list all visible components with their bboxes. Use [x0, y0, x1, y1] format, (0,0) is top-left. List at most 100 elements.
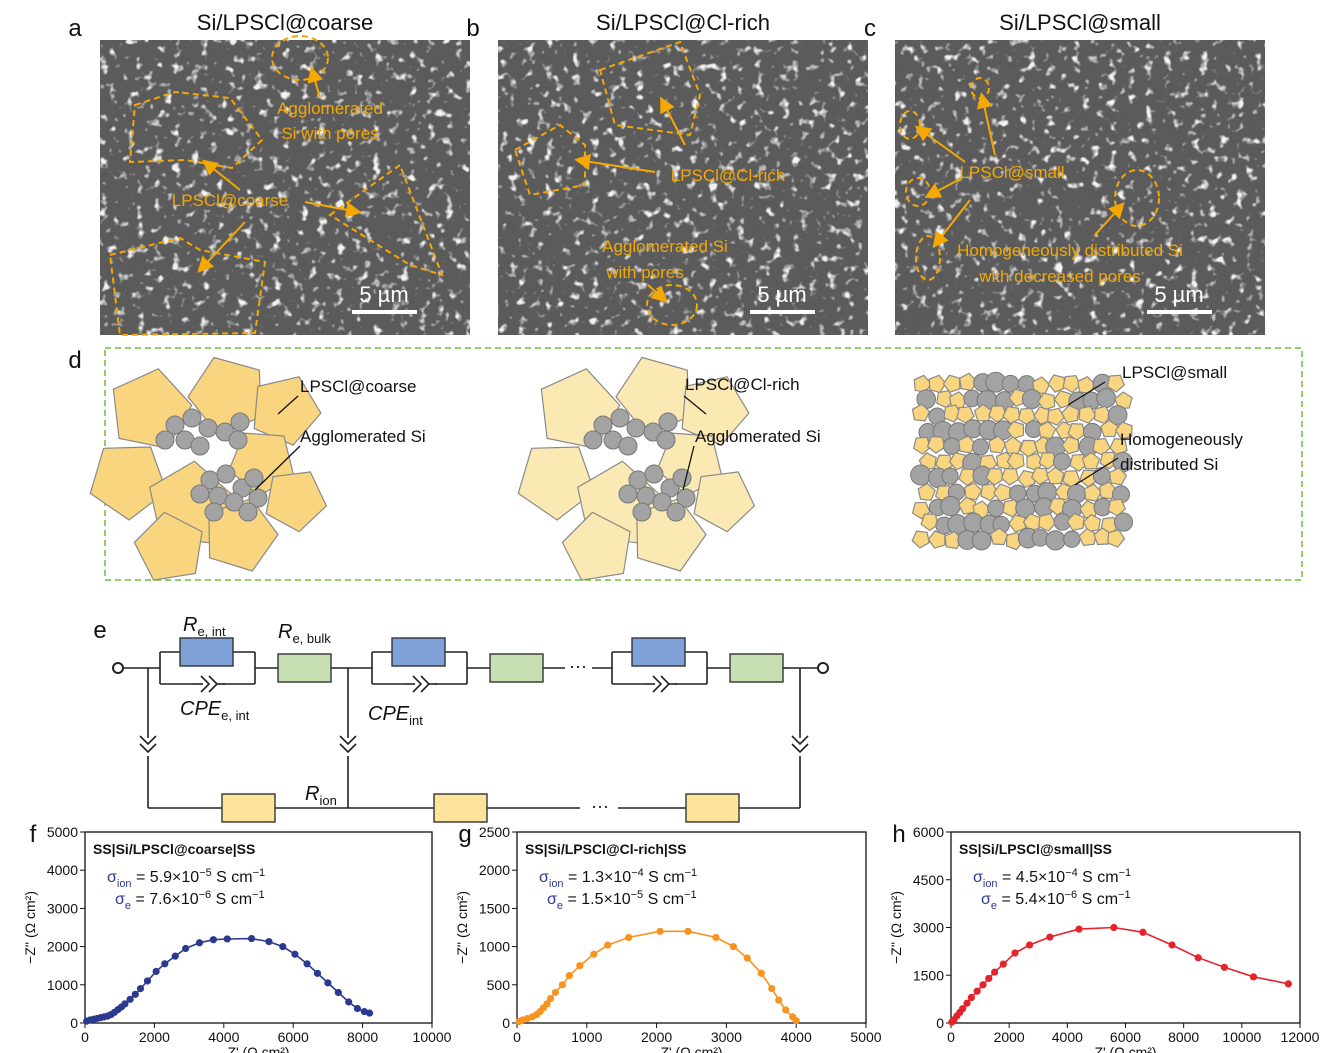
data-line [952, 928, 1289, 1023]
sem-texture [100, 40, 470, 335]
data-point [132, 991, 139, 998]
x-axis-label: Z' (Ω cm²) [1094, 1044, 1156, 1053]
data-point [144, 977, 151, 984]
data-point [656, 928, 663, 935]
wire [209, 676, 217, 692]
superscript: −4 [1065, 867, 1078, 879]
text-part: σ [107, 869, 117, 886]
text-part: = 1.3×10 [564, 869, 632, 886]
x-tick-label: 10000 [1222, 1029, 1261, 1045]
panel-title: Si/LPSCl@coarse [197, 10, 373, 35]
particle [1078, 377, 1095, 394]
si-particle [944, 438, 960, 454]
particle [912, 531, 929, 548]
particle [928, 437, 945, 454]
si-particle [1046, 531, 1065, 550]
circuit-element [278, 654, 331, 682]
x-tick-label: 3000 [711, 1029, 742, 1045]
circuit-label: CPEint [368, 703, 423, 728]
particle [266, 472, 326, 532]
si-particle [1022, 390, 1041, 409]
sem-texture [895, 40, 1265, 335]
annotation: σion = 1.3×10−4 S cm−1 [539, 867, 697, 890]
data-point [963, 1000, 970, 1007]
x-tick-label: 12000 [1281, 1029, 1320, 1045]
subscript: e, int [221, 708, 250, 723]
panel-title: Si/LPSCl@Cl-rich [596, 10, 770, 35]
x-tick-label: 4000 [781, 1029, 812, 1045]
x-tick-label: 0 [513, 1029, 521, 1045]
subscript: ion [983, 878, 998, 890]
panel-label: c [864, 15, 876, 42]
annotation: σe = 1.5×10−5 S cm−1 [547, 889, 697, 912]
data-point [335, 989, 342, 996]
text-part: σ [973, 869, 983, 886]
annotation: with pores [605, 263, 683, 282]
annotation: σe = 5.4×10−6 S cm−1 [981, 889, 1131, 912]
particle [1048, 375, 1065, 392]
data-point [279, 943, 286, 950]
data-point [979, 981, 986, 988]
si-particle [942, 468, 958, 484]
circuit-element [434, 794, 487, 822]
data-point [196, 939, 203, 946]
y-tick-label: 0 [70, 1015, 78, 1031]
x-tick-label: 10000 [413, 1029, 452, 1045]
si-particle [611, 409, 629, 427]
y-tick-label: 4000 [47, 862, 78, 878]
text-part: S cm [643, 891, 684, 908]
data-point [1110, 924, 1117, 931]
particle [1002, 469, 1019, 486]
terminal [113, 663, 123, 673]
panel-label: g [458, 821, 471, 848]
schematic-label: Homogeneously [1120, 430, 1243, 449]
data-point [172, 953, 179, 960]
si-particle [659, 413, 677, 431]
particle [929, 531, 945, 548]
data-point [775, 996, 782, 1003]
data-point [991, 968, 998, 975]
symbol: R [305, 783, 319, 805]
data-point [137, 985, 144, 992]
text-part: σ [981, 891, 991, 908]
data-point [366, 1009, 373, 1016]
superscript: −1 [684, 889, 697, 901]
circuit-element [222, 794, 275, 822]
particle [1108, 530, 1125, 547]
plot-frame [951, 832, 1300, 1023]
figure: aSi/LPSCl@coarseAgglomeratedSi with pore… [0, 0, 1322, 1053]
x-tick-label: 6000 [278, 1029, 309, 1045]
si-particle [1114, 513, 1132, 531]
plot-frame [517, 832, 866, 1023]
data-point [161, 960, 168, 967]
text-part: = 1.5×10 [563, 891, 631, 908]
schematic-label: Agglomerated Si [300, 427, 426, 446]
circuit-element [730, 654, 783, 682]
data-point [625, 934, 632, 941]
data-point [712, 934, 719, 941]
si-particle [1064, 531, 1080, 547]
annotation: Si with pores [281, 124, 378, 143]
schematic-label: LPSCl@small [1122, 363, 1227, 382]
y-tick-label: 1000 [47, 977, 78, 993]
text-part: = 5.9×10 [132, 869, 200, 886]
y-tick-label: 0 [936, 1015, 944, 1031]
si-particle [657, 431, 675, 449]
y-tick-label: 2000 [47, 939, 78, 955]
schematic-label: LPSCl@coarse [300, 377, 416, 396]
data-point [1026, 941, 1033, 948]
data-point [684, 928, 691, 935]
x-tick-label: 6000 [1110, 1029, 1141, 1045]
wire [792, 744, 808, 752]
annotation: with decreased pores [978, 267, 1141, 286]
data-point [303, 960, 310, 967]
data-point [547, 995, 554, 1002]
y-tick-label: 500 [487, 977, 511, 993]
text-part: σ [539, 869, 549, 886]
si-particle [627, 419, 645, 437]
si-particle [988, 500, 1004, 516]
data-point [590, 951, 597, 958]
wire [421, 676, 429, 692]
circuit-label: Re, int [183, 614, 226, 639]
particle [943, 375, 959, 392]
